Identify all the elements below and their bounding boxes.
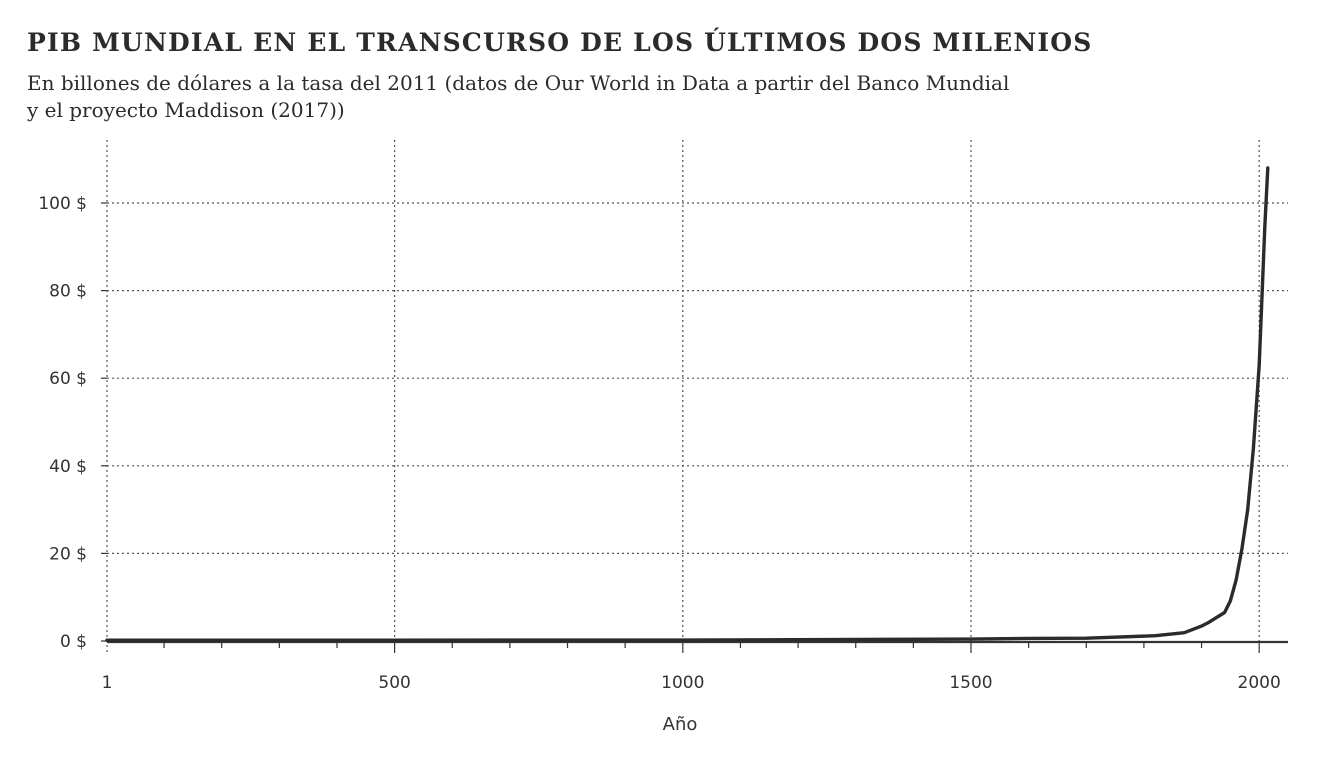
series	[105, 166, 1270, 642]
y-tick-label: 40 $	[49, 457, 87, 477]
x-tick-label: 1500	[949, 673, 992, 693]
x-axis-label: Año	[663, 714, 698, 735]
y-tick-label: 100 $	[38, 194, 87, 214]
chart-subtitle: En billones de dólares a la tasa del 201…	[27, 70, 1107, 124]
chart-title: PIB MUNDIAL EN EL TRANSCURSO DE LOS ÚLTI…	[27, 28, 1093, 57]
series-line	[105, 166, 1270, 642]
y-tick-label: 80 $	[49, 282, 87, 302]
grid	[107, 140, 1288, 641]
y-tick-label: 60 $	[49, 369, 87, 389]
subtitle-line-2: y el proyecto Maddison (2017))	[27, 98, 345, 122]
x-tick-label: 500	[378, 673, 410, 693]
y-tick-label: 20 $	[49, 544, 87, 564]
subtitle-line-1: En billones de dólares a la tasa del 201…	[27, 71, 1010, 95]
x-tick-label: 1000	[661, 673, 704, 693]
y-tick-label: 0 $	[60, 632, 87, 652]
x-tick-label: 2000	[1238, 673, 1281, 693]
axes	[101, 140, 1288, 653]
tick-labels: 0 $20 $40 $60 $80 $100 $1 500 1000 1500 2000	[38, 194, 1280, 693]
x-tick-label: 1	[102, 673, 113, 693]
